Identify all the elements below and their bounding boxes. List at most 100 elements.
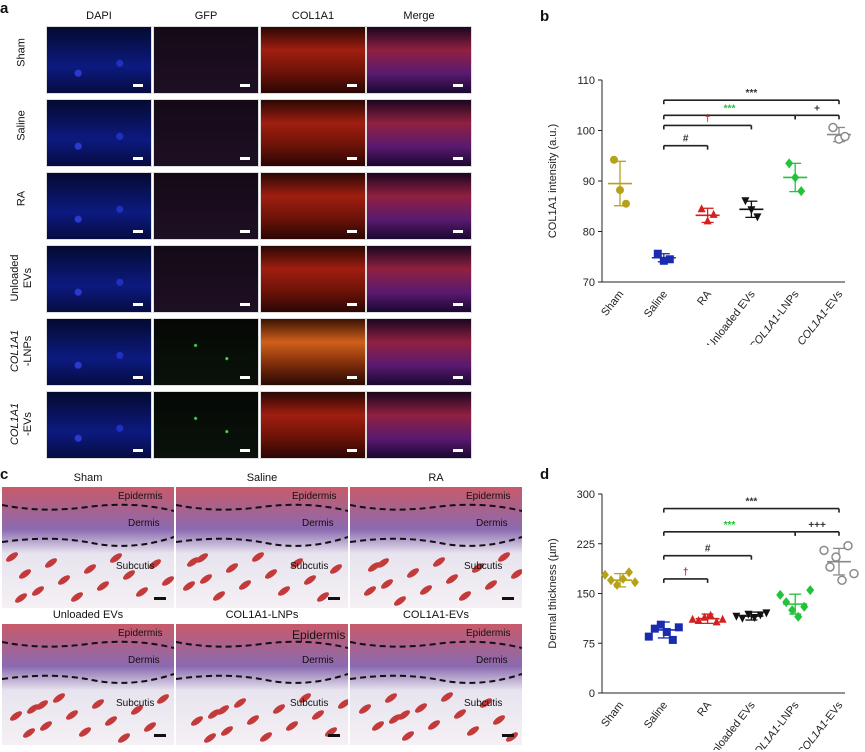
data-point xyxy=(694,616,703,625)
histology-title: Saline xyxy=(246,473,278,484)
fluorescence-image-col1a1 xyxy=(260,172,366,240)
fluorescence-image-col1a1 xyxy=(260,318,366,386)
histology-image: Saline Epidermis Dermis Subcutis xyxy=(176,473,348,608)
data-point xyxy=(659,256,668,265)
y-tick-label: 110 xyxy=(577,75,595,87)
row-label: Unloaded EVs xyxy=(9,244,35,312)
column-header-gfp: GFP xyxy=(194,10,218,22)
fluorescence-image-merge xyxy=(366,391,472,459)
row-label-line1: Sham xyxy=(15,38,28,67)
significance-marker: † xyxy=(683,567,689,578)
scale-bar xyxy=(154,734,166,737)
category-label: Sham xyxy=(599,699,626,729)
scale-bar xyxy=(453,157,463,160)
histology-title: RA xyxy=(428,473,444,484)
row-label-line1: COL1A1 xyxy=(9,402,21,446)
fluorescence-image-gfp xyxy=(153,318,259,386)
histology-image: Unloaded EVs Epidermis Dermis Subcutis xyxy=(2,610,174,745)
scale-bar xyxy=(133,303,143,306)
scale-bar xyxy=(240,303,250,306)
data-point xyxy=(668,635,677,644)
scale-bar xyxy=(133,449,143,452)
data-point xyxy=(650,624,659,633)
fluorescence-image-gfp xyxy=(153,391,259,459)
data-point xyxy=(613,579,621,590)
scale-bar xyxy=(133,230,143,233)
data-point xyxy=(622,199,630,208)
significance-marker: *** xyxy=(724,103,736,114)
fluorescence-image-gfp xyxy=(153,172,259,240)
histology-image: COL1A1-EVs Epidermis Dermis Subcutis xyxy=(350,610,522,745)
scale-bar xyxy=(240,84,250,87)
layer-label-epi: Epidermis xyxy=(292,628,346,642)
scale-bar xyxy=(453,376,463,379)
scale-bar xyxy=(347,303,357,306)
histology-stain xyxy=(350,487,522,608)
y-tick-label: 75 xyxy=(583,638,595,650)
chart-dermal-thickness: 0 75 150 225 300 Dermal thickness (µm) Sham Sal… xyxy=(547,489,859,750)
scale-bar xyxy=(453,230,463,233)
data-point xyxy=(819,545,829,556)
data-point xyxy=(750,614,759,623)
histology-stain xyxy=(176,624,348,745)
column-header-dapi: DAPI xyxy=(86,10,112,22)
scale-bar xyxy=(347,157,357,160)
category-label: Saline xyxy=(642,699,670,730)
data-point xyxy=(688,614,697,623)
y-axis-label: Dermal thickness (µm) xyxy=(547,538,559,648)
layer-label-sub: Subcutis xyxy=(464,561,503,572)
data-point xyxy=(831,552,841,562)
row-label-line2: -LNPs xyxy=(22,335,34,367)
fluorescence-image-gfp xyxy=(153,99,259,167)
data-point xyxy=(712,617,721,626)
scale-bar xyxy=(347,230,357,233)
histology-stain xyxy=(2,624,174,745)
scale-bar xyxy=(240,376,250,379)
significance-marker: *** xyxy=(724,520,736,531)
column-header-merge: Merge xyxy=(403,10,435,22)
histology-stain xyxy=(350,624,522,745)
column-header-col1a1: COL1A1 xyxy=(291,10,335,22)
row-label: COL1A1 -LNPs xyxy=(9,317,35,385)
data-point xyxy=(840,131,850,142)
y-tick-label: 150 xyxy=(577,589,595,601)
scale-bar xyxy=(502,734,514,737)
data-point xyxy=(741,197,750,206)
layer-label-der: Dermis xyxy=(128,655,160,666)
data-point xyxy=(674,623,683,632)
data-point xyxy=(706,610,715,619)
significance-marker: # xyxy=(683,134,689,145)
data-point xyxy=(616,186,624,195)
layer-label-epi: Epidermis xyxy=(466,628,511,639)
data-point xyxy=(753,213,762,222)
histology-title: COL1A1-EVs xyxy=(402,610,470,621)
row-label-line1: COL1A1 xyxy=(9,329,21,373)
y-tick-label: 225 xyxy=(577,539,595,551)
scale-bar xyxy=(453,84,463,87)
scale-bar xyxy=(133,157,143,160)
row-label-line2: -EVs xyxy=(22,412,34,436)
panel-label-c: c xyxy=(0,466,9,483)
data-point xyxy=(744,610,753,619)
data-point xyxy=(607,575,615,586)
significance-marker: † xyxy=(705,113,711,124)
layer-label-epi: Epidermis xyxy=(118,628,163,639)
significance-marker: *** xyxy=(746,497,758,508)
scale-bar xyxy=(133,376,143,379)
scale-bar xyxy=(453,303,463,306)
data-point xyxy=(619,573,627,584)
layer-label-sub: Subcutis xyxy=(116,698,155,709)
chart-col1a1-intensity: 70 80 90 100 110 COL1A1 intensity (a.u.) Sham S… xyxy=(547,75,851,345)
data-point xyxy=(825,562,835,572)
row-label-line1: Saline xyxy=(15,110,28,141)
fluorescence-image-gfp xyxy=(153,245,259,313)
histology-title: Sham xyxy=(73,473,103,484)
fluorescence-image-dapi xyxy=(46,245,152,313)
layer-label-der: Dermis xyxy=(476,655,508,666)
scale-bar xyxy=(328,597,340,600)
data-point xyxy=(625,567,633,578)
data-point xyxy=(644,632,653,641)
scale-bar xyxy=(328,734,340,737)
scale-bar xyxy=(133,84,143,87)
data-point xyxy=(791,172,800,183)
